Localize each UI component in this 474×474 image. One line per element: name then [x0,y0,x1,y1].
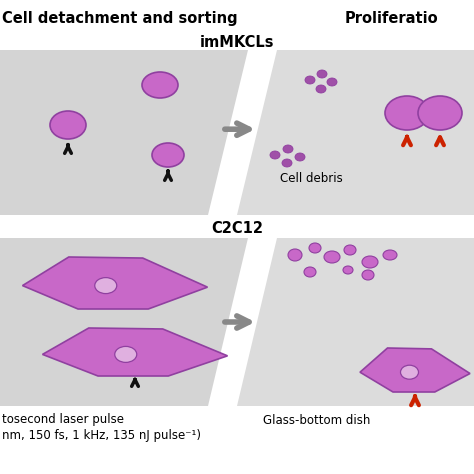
Ellipse shape [305,76,315,84]
Ellipse shape [383,250,397,260]
Polygon shape [237,238,474,406]
Ellipse shape [317,70,327,78]
Text: Proliferatio: Proliferatio [345,10,438,26]
Text: Cell debris: Cell debris [280,172,343,184]
Ellipse shape [344,245,356,255]
Ellipse shape [282,159,292,167]
Ellipse shape [343,266,353,274]
Text: Glass-bottom dish: Glass-bottom dish [263,413,370,427]
Ellipse shape [324,251,340,263]
Text: nm, 150 fs, 1 kHz, 135 nJ pulse⁻¹): nm, 150 fs, 1 kHz, 135 nJ pulse⁻¹) [2,429,201,443]
Ellipse shape [401,365,419,379]
Ellipse shape [362,270,374,280]
Polygon shape [0,50,248,215]
Text: tosecond laser pulse: tosecond laser pulse [2,413,124,427]
Polygon shape [43,328,228,376]
Ellipse shape [50,111,86,139]
Ellipse shape [270,151,280,159]
Text: C2C12: C2C12 [211,220,263,236]
Polygon shape [0,238,248,406]
Ellipse shape [288,249,302,261]
Ellipse shape [327,78,337,86]
Ellipse shape [304,267,316,277]
Ellipse shape [309,243,321,253]
Ellipse shape [362,256,378,268]
Polygon shape [237,50,474,215]
Ellipse shape [95,278,117,293]
Ellipse shape [385,96,429,130]
Ellipse shape [295,153,305,161]
Ellipse shape [152,143,184,167]
Ellipse shape [115,346,137,363]
Text: Cell detachment and sorting: Cell detachment and sorting [2,10,237,26]
Polygon shape [360,348,470,392]
Ellipse shape [418,96,462,130]
Ellipse shape [142,72,178,98]
Polygon shape [22,257,208,309]
Ellipse shape [283,145,293,153]
Ellipse shape [316,85,326,93]
Text: imMKCLs: imMKCLs [200,35,274,49]
